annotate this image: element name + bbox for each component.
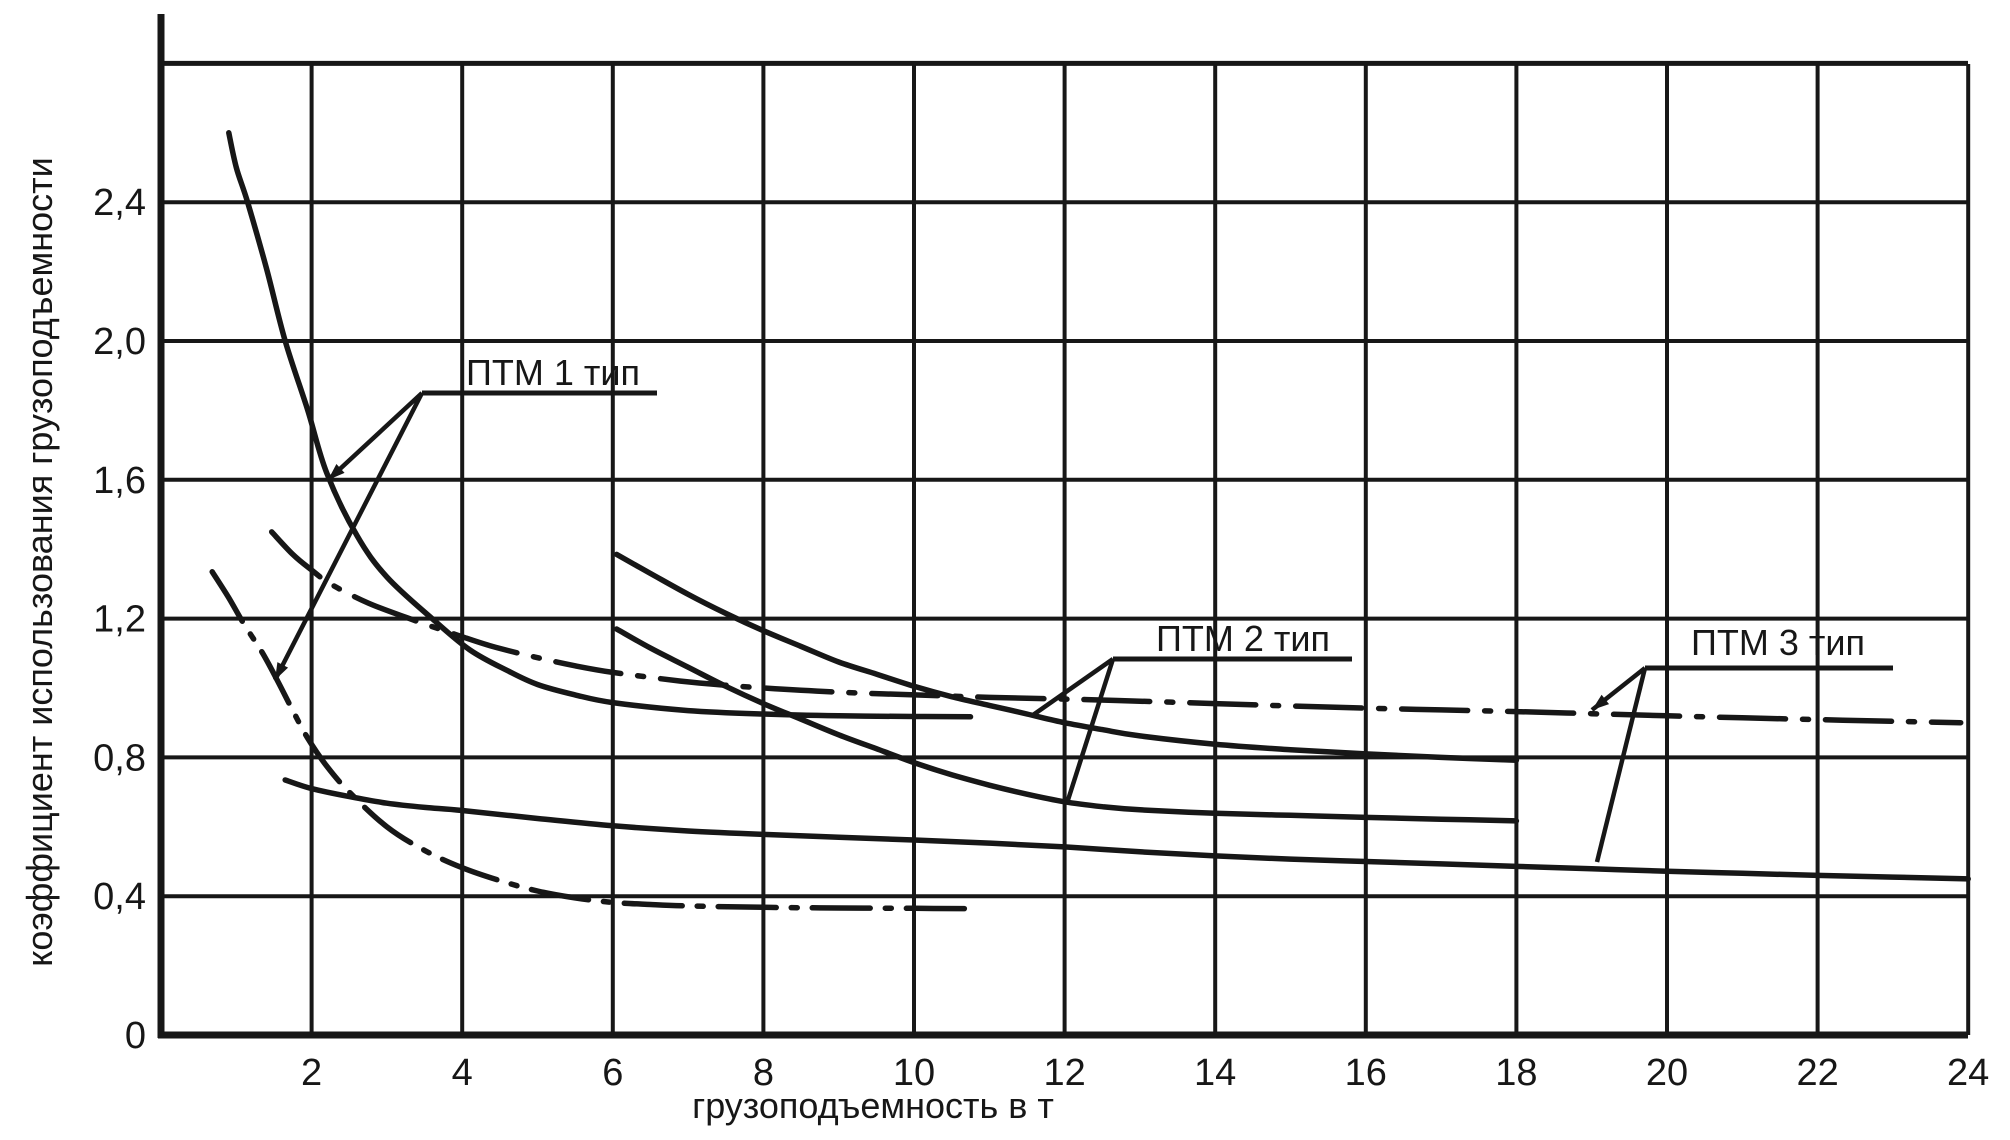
x-tick-label: 18 xyxy=(1495,1052,1537,1094)
ptm2-curve-upper xyxy=(613,551,1520,763)
series-label-1: ПТМ 1 тип xyxy=(466,352,640,393)
ptm2-curve-lower xyxy=(613,626,1520,824)
grid xyxy=(161,60,1971,1035)
y-tick-label: 1,6 xyxy=(93,460,146,502)
x-tick-label: 22 xyxy=(1796,1052,1838,1094)
ptm3-curve-dashdot xyxy=(268,529,1964,726)
series-label-2: ПТМ 2 тип xyxy=(1156,618,1330,659)
annotations: ПТМ 1 тип ПТМ 2 тип ПТМ 3 тип xyxy=(272,352,1893,863)
leader-line xyxy=(1594,667,1648,863)
y-tick-label: 0,8 xyxy=(93,737,146,779)
leader-arrowhead xyxy=(275,662,289,680)
x-tick-label: 12 xyxy=(1043,1052,1085,1094)
y-tick-label: 2,0 xyxy=(93,321,146,363)
axes xyxy=(157,14,1968,1039)
x-tick-label: 10 xyxy=(893,1052,935,1094)
x-tick-label: 8 xyxy=(753,1052,774,1094)
x-tick-label: 20 xyxy=(1646,1052,1688,1094)
x-tick-label: 4 xyxy=(452,1052,473,1094)
series-annotation-3: ПТМ 3 тип xyxy=(1590,622,1893,863)
ptm1-curve-dashdot xyxy=(209,569,981,912)
leader-line xyxy=(1065,658,1116,801)
leader-arrowhead xyxy=(1592,694,1610,710)
series-annotation-1: ПТМ 1 тип xyxy=(272,352,657,682)
y-tick-label: 1,2 xyxy=(93,599,146,641)
leader-arrowhead xyxy=(328,464,345,480)
y-axis-title: коэффициент использования грузоподъемнос… xyxy=(19,157,60,967)
x-tick-label: 6 xyxy=(602,1052,623,1094)
y-tick-label: 2,4 xyxy=(93,182,146,224)
x-tick-label: 14 xyxy=(1194,1052,1236,1094)
x-axis-title: грузоподъемность в т xyxy=(692,1085,1054,1126)
y-tick-label: 0 xyxy=(125,1015,146,1057)
ptm1-curve-solid xyxy=(226,130,974,720)
x-tick-label: 16 xyxy=(1345,1052,1387,1094)
ptm3-curve-solid xyxy=(282,777,1971,882)
series-label-3: ПТМ 3 тип xyxy=(1691,622,1865,663)
leader-line xyxy=(272,391,425,682)
leader-line xyxy=(1031,657,1115,717)
y-tick-label: 0,4 xyxy=(93,876,146,918)
leader-line xyxy=(326,391,424,482)
curves xyxy=(209,130,1971,912)
x-tick-label: 2 xyxy=(301,1052,322,1094)
series-annotation-2: ПТМ 2 тип xyxy=(1031,618,1352,801)
x-tick-label: 24 xyxy=(1947,1052,1989,1094)
